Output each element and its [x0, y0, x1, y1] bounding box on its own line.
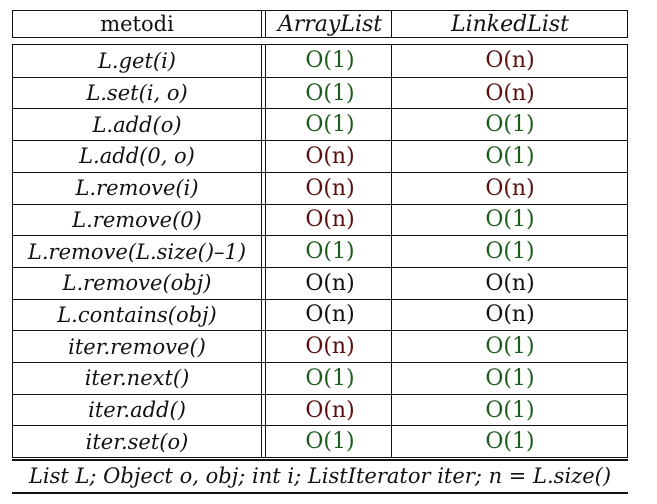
- arraylist-complexity-cell: O(n): [305, 270, 355, 296]
- arraylist-complexity-cell: O(n): [305, 207, 355, 233]
- arraylist-complexity-cell: O(n): [305, 143, 355, 169]
- table-row: iter.set(o) O(1) O(1): [13, 425, 627, 457]
- table-row: L.remove(i) O(n) O(n): [13, 171, 627, 204]
- header-methods: metodi: [100, 12, 174, 36]
- header-linkedlist: LinkedList: [450, 11, 570, 37]
- method-cell: L.contains(obj): [57, 302, 217, 327]
- linkedlist-complexity-cell: O(1): [485, 334, 535, 360]
- arraylist-complexity-cell: O(1): [305, 112, 355, 138]
- header-divider-2: [265, 11, 266, 37]
- linkedlist-complexity-cell: O(n): [485, 48, 535, 74]
- method-cell: L.remove(0): [72, 207, 202, 232]
- legend-footer: List L; Object o, obj; int i; ListIterat…: [28, 464, 612, 488]
- table-row: L.remove(obj) O(n) O(n): [13, 266, 627, 299]
- table-row: L.remove(0) O(n) O(1): [13, 203, 627, 236]
- linkedlist-complexity-cell: O(1): [485, 112, 535, 138]
- linkedlist-complexity-cell: O(1): [485, 429, 535, 455]
- table-row: L.contains(obj) O(n) O(n): [13, 298, 627, 331]
- method-cell: iter.next(): [84, 366, 190, 391]
- method-cell: iter.remove(): [68, 334, 206, 359]
- table-row: L.get(i) O(1) O(n): [13, 45, 627, 77]
- method-cell: iter.set(o): [85, 429, 189, 454]
- header-divider-3: [391, 11, 392, 37]
- method-cell: L.remove(i): [75, 176, 199, 201]
- arraylist-complexity-cell: O(1): [305, 80, 355, 106]
- arraylist-complexity-cell: O(1): [305, 365, 355, 391]
- linkedlist-complexity-cell: O(n): [485, 302, 535, 328]
- header-divider-1: [261, 11, 262, 37]
- column-divider-2: [265, 45, 266, 457]
- method-cell: L.remove(L.size()–1): [27, 239, 247, 264]
- table-row: iter.remove() O(n) O(1): [13, 330, 627, 362]
- arraylist-complexity-cell: O(1): [305, 48, 355, 74]
- method-cell: L.set(i, o): [86, 81, 188, 106]
- linkedlist-complexity-cell: O(1): [485, 143, 535, 169]
- linkedlist-complexity-cell: O(1): [485, 239, 535, 265]
- table-row: iter.add() O(n) O(1): [13, 393, 627, 426]
- arraylist-complexity-cell: O(n): [305, 175, 355, 201]
- footer-top-rule: [12, 459, 628, 461]
- method-cell: L.add(0, o): [79, 144, 195, 169]
- linkedlist-complexity-cell: O(n): [485, 80, 535, 106]
- arraylist-complexity-cell: O(n): [305, 302, 355, 328]
- table-row: L.set(i, o) O(1) O(n): [13, 76, 627, 109]
- table-row: L.add(0, o) O(n) O(1): [13, 140, 627, 172]
- column-divider-1: [261, 45, 262, 457]
- table-row: iter.next() O(1) O(1): [13, 362, 627, 394]
- method-cell: L.get(i): [97, 48, 177, 73]
- method-cell: L.add(o): [92, 112, 182, 137]
- linkedlist-complexity-cell: O(1): [485, 207, 535, 233]
- linkedlist-complexity-cell: O(1): [485, 365, 535, 391]
- linkedlist-complexity-cell: O(n): [485, 175, 535, 201]
- arraylist-complexity-cell: O(n): [305, 397, 355, 423]
- footer-bottom-rule: [12, 492, 628, 494]
- arraylist-complexity-cell: O(1): [305, 239, 355, 265]
- column-divider-3: [391, 45, 392, 457]
- linkedlist-complexity-cell: O(n): [485, 270, 535, 296]
- table-row: L.add(o) O(1) O(1): [13, 108, 627, 140]
- method-cell: L.remove(obj): [62, 271, 212, 296]
- arraylist-complexity-cell: O(n): [305, 334, 355, 360]
- method-cell: iter.add(): [88, 398, 186, 423]
- header-arraylist: ArrayList: [277, 11, 383, 37]
- table-row: L.remove(L.size()–1) O(1) O(1): [13, 235, 627, 267]
- table-header: metodi ArrayList LinkedList: [12, 10, 628, 38]
- complexity-table-body: iter.set(o) O(1) O(1) iter.add() O(n) O(1) ite…: [12, 44, 628, 458]
- arraylist-complexity-cell: O(1): [305, 429, 355, 455]
- linkedlist-complexity-cell: O(1): [485, 397, 535, 423]
